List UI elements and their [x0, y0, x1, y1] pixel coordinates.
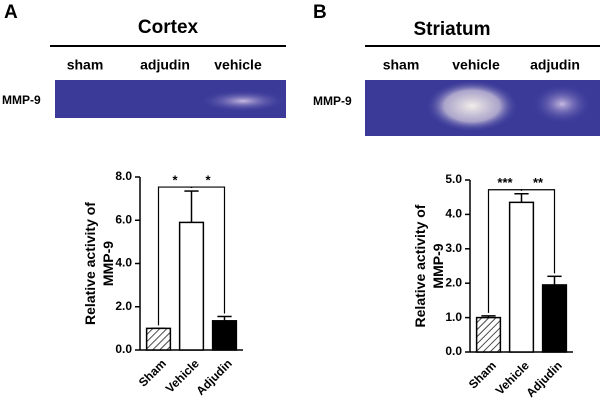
y-tick-label: 2.0: [115, 299, 132, 313]
y-tick-label: 6.0: [115, 212, 132, 226]
y-tick-label: 3.0: [445, 241, 462, 255]
bar: [541, 284, 568, 353]
y-tick-label: 1.0: [445, 310, 462, 324]
y-tick-label: 0.0: [445, 344, 462, 358]
bar: [475, 316, 502, 353]
x-tick-label: Adjudin: [193, 356, 234, 397]
significance-label: *: [172, 172, 178, 187]
lane-label: adjudin: [530, 57, 580, 73]
band-label: MMP-9: [2, 93, 41, 107]
panel-label: A: [4, 2, 18, 23]
y-axis-label-line: MMP-9: [430, 243, 446, 288]
significance-bracket: [520, 189, 556, 274]
significance-label: **: [533, 175, 544, 190]
y-axis-label-line: Relative activity of: [82, 202, 98, 325]
lane-label: vehicle: [452, 57, 500, 73]
y-tick-label: 4.0: [115, 256, 132, 270]
x-tick-label: Adjudin: [523, 358, 564, 399]
bar: [178, 221, 205, 351]
lane-label: vehicle: [214, 57, 262, 73]
y-axis-label: Relative activity of MMP-9: [82, 202, 116, 325]
significance-label: ***: [497, 175, 513, 190]
y-tick-label: 8.0: [115, 169, 132, 183]
y-axis-label-line: MMP-9: [100, 241, 116, 286]
significance-label: *: [205, 172, 211, 187]
y-tick-label: 4.0: [445, 207, 462, 221]
gel-band: [532, 84, 592, 124]
gel-band: [426, 80, 518, 132]
lane-label: sham: [67, 57, 104, 73]
panel-label: B: [313, 2, 327, 23]
gel-band: [199, 90, 287, 112]
y-axis-label-line: Relative activity of: [412, 204, 428, 327]
y-axis-label: Relative activity of MMP-9: [412, 204, 446, 327]
y-tick-label: 0.0: [115, 342, 132, 356]
significance-bracket: [190, 186, 226, 314]
lane-label: adjudin: [140, 57, 190, 73]
panel-title: Striatum: [413, 19, 490, 40]
lane-label: sham: [383, 57, 420, 73]
bar: [145, 327, 172, 351]
y-tick-label: 5.0: [445, 172, 462, 186]
bar: [211, 320, 238, 351]
panel-title: Cortex: [138, 17, 199, 38]
band-label: MMP-9: [313, 94, 352, 108]
bar: [508, 201, 535, 353]
y-tick-label: 2.0: [445, 275, 462, 289]
